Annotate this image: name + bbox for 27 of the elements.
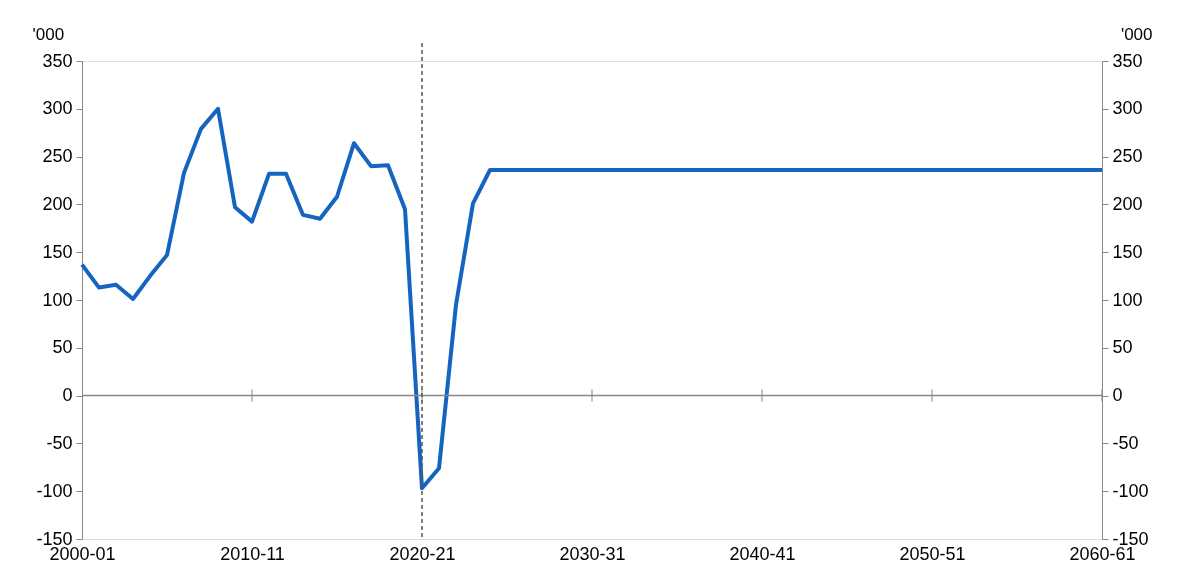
x-tick-label: 2040-41 [729, 543, 796, 564]
x-tick-label: 2050-51 [899, 543, 966, 564]
y-tick-label: 300 [42, 98, 73, 119]
y2-tick-label: 100 [1112, 289, 1143, 310]
y2-tick-label: 300 [1112, 98, 1143, 119]
y-tick-label: -100 [36, 480, 73, 501]
x-tick-label: 2030-31 [559, 543, 626, 564]
y-tick-label: 150 [42, 241, 73, 262]
y2-tick-label: 50 [1112, 337, 1133, 358]
y2-tick-label: 150 [1112, 241, 1143, 262]
y2-tick-label: 200 [1112, 193, 1143, 214]
y2-tick-label: 350 [1112, 50, 1143, 71]
y2-tick-label: -100 [1112, 480, 1149, 501]
y-tick-label: 100 [42, 289, 73, 310]
y-axis-title: '000 [32, 24, 65, 44]
y2-tick-label: 0 [1112, 385, 1123, 406]
y2-tick-label: -50 [1112, 432, 1139, 453]
y-tick-label: 250 [42, 146, 73, 167]
x-tick-label: 2010-11 [220, 543, 285, 564]
y2-tick-label: 250 [1112, 146, 1143, 167]
y-tick-label: 0 [62, 385, 73, 406]
y2-axis-title: '000 [1120, 24, 1153, 44]
y-tick-label: 350 [42, 50, 73, 71]
x-tick-label: 2020-21 [389, 543, 456, 564]
y-tick-label: 50 [52, 337, 73, 358]
y-tick-label: -50 [46, 432, 73, 453]
y-tick-label: 200 [42, 193, 73, 214]
